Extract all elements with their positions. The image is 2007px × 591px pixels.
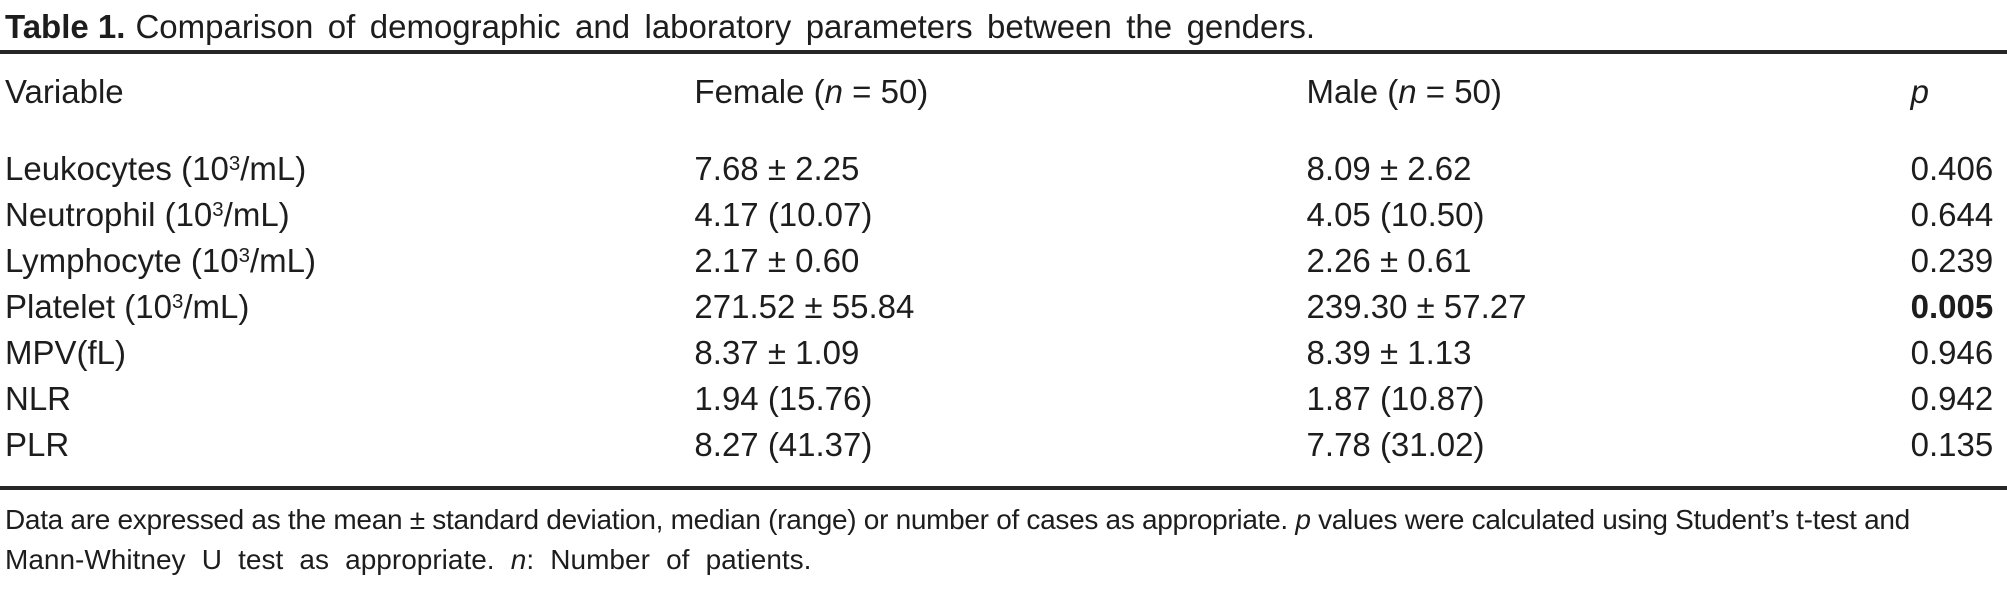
table-caption-number: Table 1. [5,8,126,45]
variable-superscript: 3 [212,197,224,221]
header-male-pre: Male ( [1306,73,1399,110]
table-row: MPV(fL) 8.37 ± 1.09 8.39 ± 1.13 0.946 [0,330,2007,376]
header-female-n: n [824,73,843,110]
male-value-cell: 4.05 (10.50) [1306,196,1485,233]
variable-name: Platelet (10 [5,288,172,325]
footnote-text: Mann-Whitney U test as appropriate. [5,544,511,575]
female-value-cell: 271.52 ± 55.84 [694,288,915,325]
variable-name: Neutrophil (10 [5,196,213,233]
header-female-pre: Female ( [694,73,825,110]
p-value-cell: 0.946 [1910,334,1994,371]
p-value-cell: 0.406 [1910,150,1994,187]
variable-unit: /mL) [249,242,316,279]
variable-unit: /mL) [223,196,290,233]
male-value-cell: 239.30 ± 57.27 [1306,288,1527,325]
female-value-cell: 1.94 (15.76) [694,380,873,417]
comparison-table: Variable Female (n = 50) Male (n = 50) p… [0,54,2007,486]
female-value-cell: 2.17 ± 0.60 [694,242,860,279]
footnote-n-symbol: n [510,544,527,575]
p-value-cell: 0.239 [1910,242,1994,279]
male-value-cell: 2.26 ± 0.61 [1306,242,1472,279]
variable-superscript: 3 [238,243,250,267]
table-row: Platelet (103/mL) 271.52 ± 55.84 239.30 … [0,284,2007,330]
header-variable: Variable [5,73,124,110]
variable-unit: /mL) [240,150,307,187]
variable-name: MPV(fL) [5,334,127,371]
table-row: NLR 1.94 (15.76) 1.87 (10.87) 0.942 [0,376,2007,422]
header-female-post: = 50) [842,73,929,110]
header-male-n: n [1398,73,1417,110]
variable-cell: Leukocytes (103/mL) [0,130,694,192]
variable-cell: NLR [0,376,694,422]
male-value-cell: 8.39 ± 1.13 [1306,334,1472,371]
variable-unit: /mL) [183,288,250,325]
table-caption: Table 1. Comparison of demographic and la… [0,0,2007,48]
female-value-cell: 7.68 ± 2.25 [694,150,860,187]
header-p: p [1910,73,1929,110]
female-value-cell: 4.17 (10.07) [694,196,873,233]
female-value-cell: 8.27 (41.37) [694,426,873,463]
table-row: Neutrophil (103/mL) 4.17 (10.07) 4.05 (1… [0,192,2007,238]
variable-cell: PLR [0,422,694,486]
footnote-text: Data are expressed as the mean ± standar… [5,504,1296,535]
header-female: Female (n = 50) [694,54,1306,130]
male-value-cell: 8.09 ± 2.62 [1306,150,1472,187]
male-value-cell: 1.87 (10.87) [1306,380,1485,417]
variable-cell: Lymphocyte (103/mL) [0,238,694,284]
bottom-rule [0,486,2007,490]
variable-superscript: 3 [171,289,184,313]
variable-cell: Neutrophil (103/mL) [0,192,694,238]
variable-name: Lymphocyte (10 [5,242,239,279]
variable-name: NLR [5,380,72,417]
header-male: Male (n = 50) [1307,54,1911,130]
top-rule [0,50,2007,54]
p-value-cell: 0.005 [1910,288,1994,325]
female-value-cell: 8.37 ± 1.09 [694,334,860,371]
table-row: PLR 8.27 (41.37) 7.78 (31.02) 0.135 [0,422,2007,486]
p-value-cell: 0.135 [1910,426,1994,463]
footnote-text: : Number of patients. [526,544,812,575]
variable-superscript: 3 [228,151,241,175]
header-row: Variable Female (n = 50) Male (n = 50) p [0,54,2007,130]
footnote-p-symbol: p [1295,504,1311,535]
header-male-post: = 50) [1416,73,1502,110]
table-row: Lymphocyte (103/mL) 2.17 ± 0.60 2.26 ± 0… [0,238,2007,284]
table-body: Leukocytes (103/mL) 7.68 ± 2.25 8.09 ± 2… [0,130,2007,486]
variable-cell: Platelet (103/mL) [0,284,694,330]
table-caption-text: Comparison of demographic and laboratory… [135,8,1316,45]
table-header: Variable Female (n = 50) Male (n = 50) p [0,54,2007,130]
p-value-cell: 0.644 [1910,196,1994,233]
table-footnote: Data are expressed as the mean ± standar… [0,500,2007,580]
footnote-line-1: Data are expressed as the mean ± standar… [5,500,2007,540]
table-row: Leukocytes (103/mL) 7.68 ± 2.25 8.09 ± 2… [0,130,2007,192]
variable-cell: MPV(fL) [0,330,694,376]
male-value-cell: 7.78 (31.02) [1306,426,1485,463]
variable-name: PLR [5,426,70,463]
p-value-cell: 0.942 [1910,380,1994,417]
footnote-line-2: Mann-Whitney U test as appropriate. n: N… [5,540,2007,580]
variable-name: Leukocytes (10 [5,150,229,187]
footnote-text: values were calculated using Student’s t… [1310,504,1910,535]
